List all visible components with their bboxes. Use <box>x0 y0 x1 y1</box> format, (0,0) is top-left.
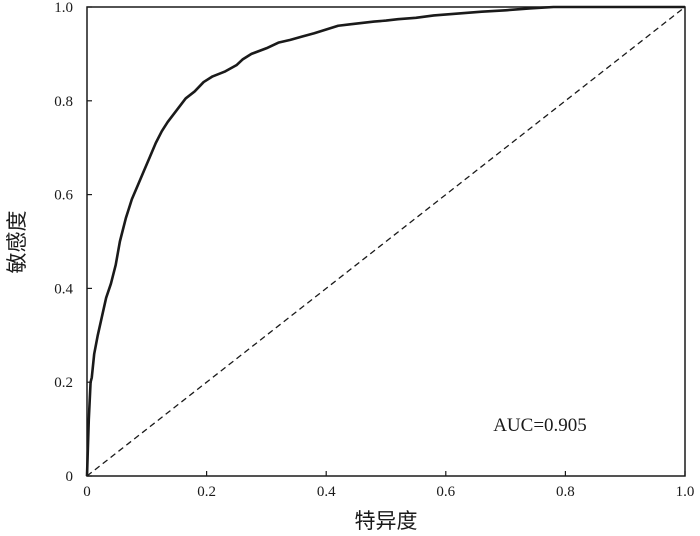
y-tick-label: 0.2 <box>54 375 73 391</box>
y-tick-label: 0.6 <box>54 188 73 204</box>
reference-diagonal-line <box>86 6 686 477</box>
x-axis-title: 特异度 <box>355 509 418 533</box>
x-tick-label: 0.4 <box>317 484 336 500</box>
y-tick-label: 0.4 <box>54 281 73 297</box>
plot-frame <box>86 6 686 477</box>
x-tick-label: 0.2 <box>197 484 216 500</box>
x-tick-label: 1.0 <box>676 484 695 500</box>
x-tick-label: 0.8 <box>556 484 575 500</box>
x-tick-label: 0 <box>83 484 91 500</box>
y-tick-label: 0 <box>66 469 74 485</box>
auc-annotation: AUC=0.905 <box>493 415 587 436</box>
x-tick-label: 0.6 <box>436 484 455 500</box>
y-tick-label: 0.8 <box>54 94 73 110</box>
y-tick-label: 1.0 <box>54 0 73 16</box>
y-axis-title: 敏感度 <box>5 211 29 274</box>
roc-curve-line <box>85 5 685 477</box>
